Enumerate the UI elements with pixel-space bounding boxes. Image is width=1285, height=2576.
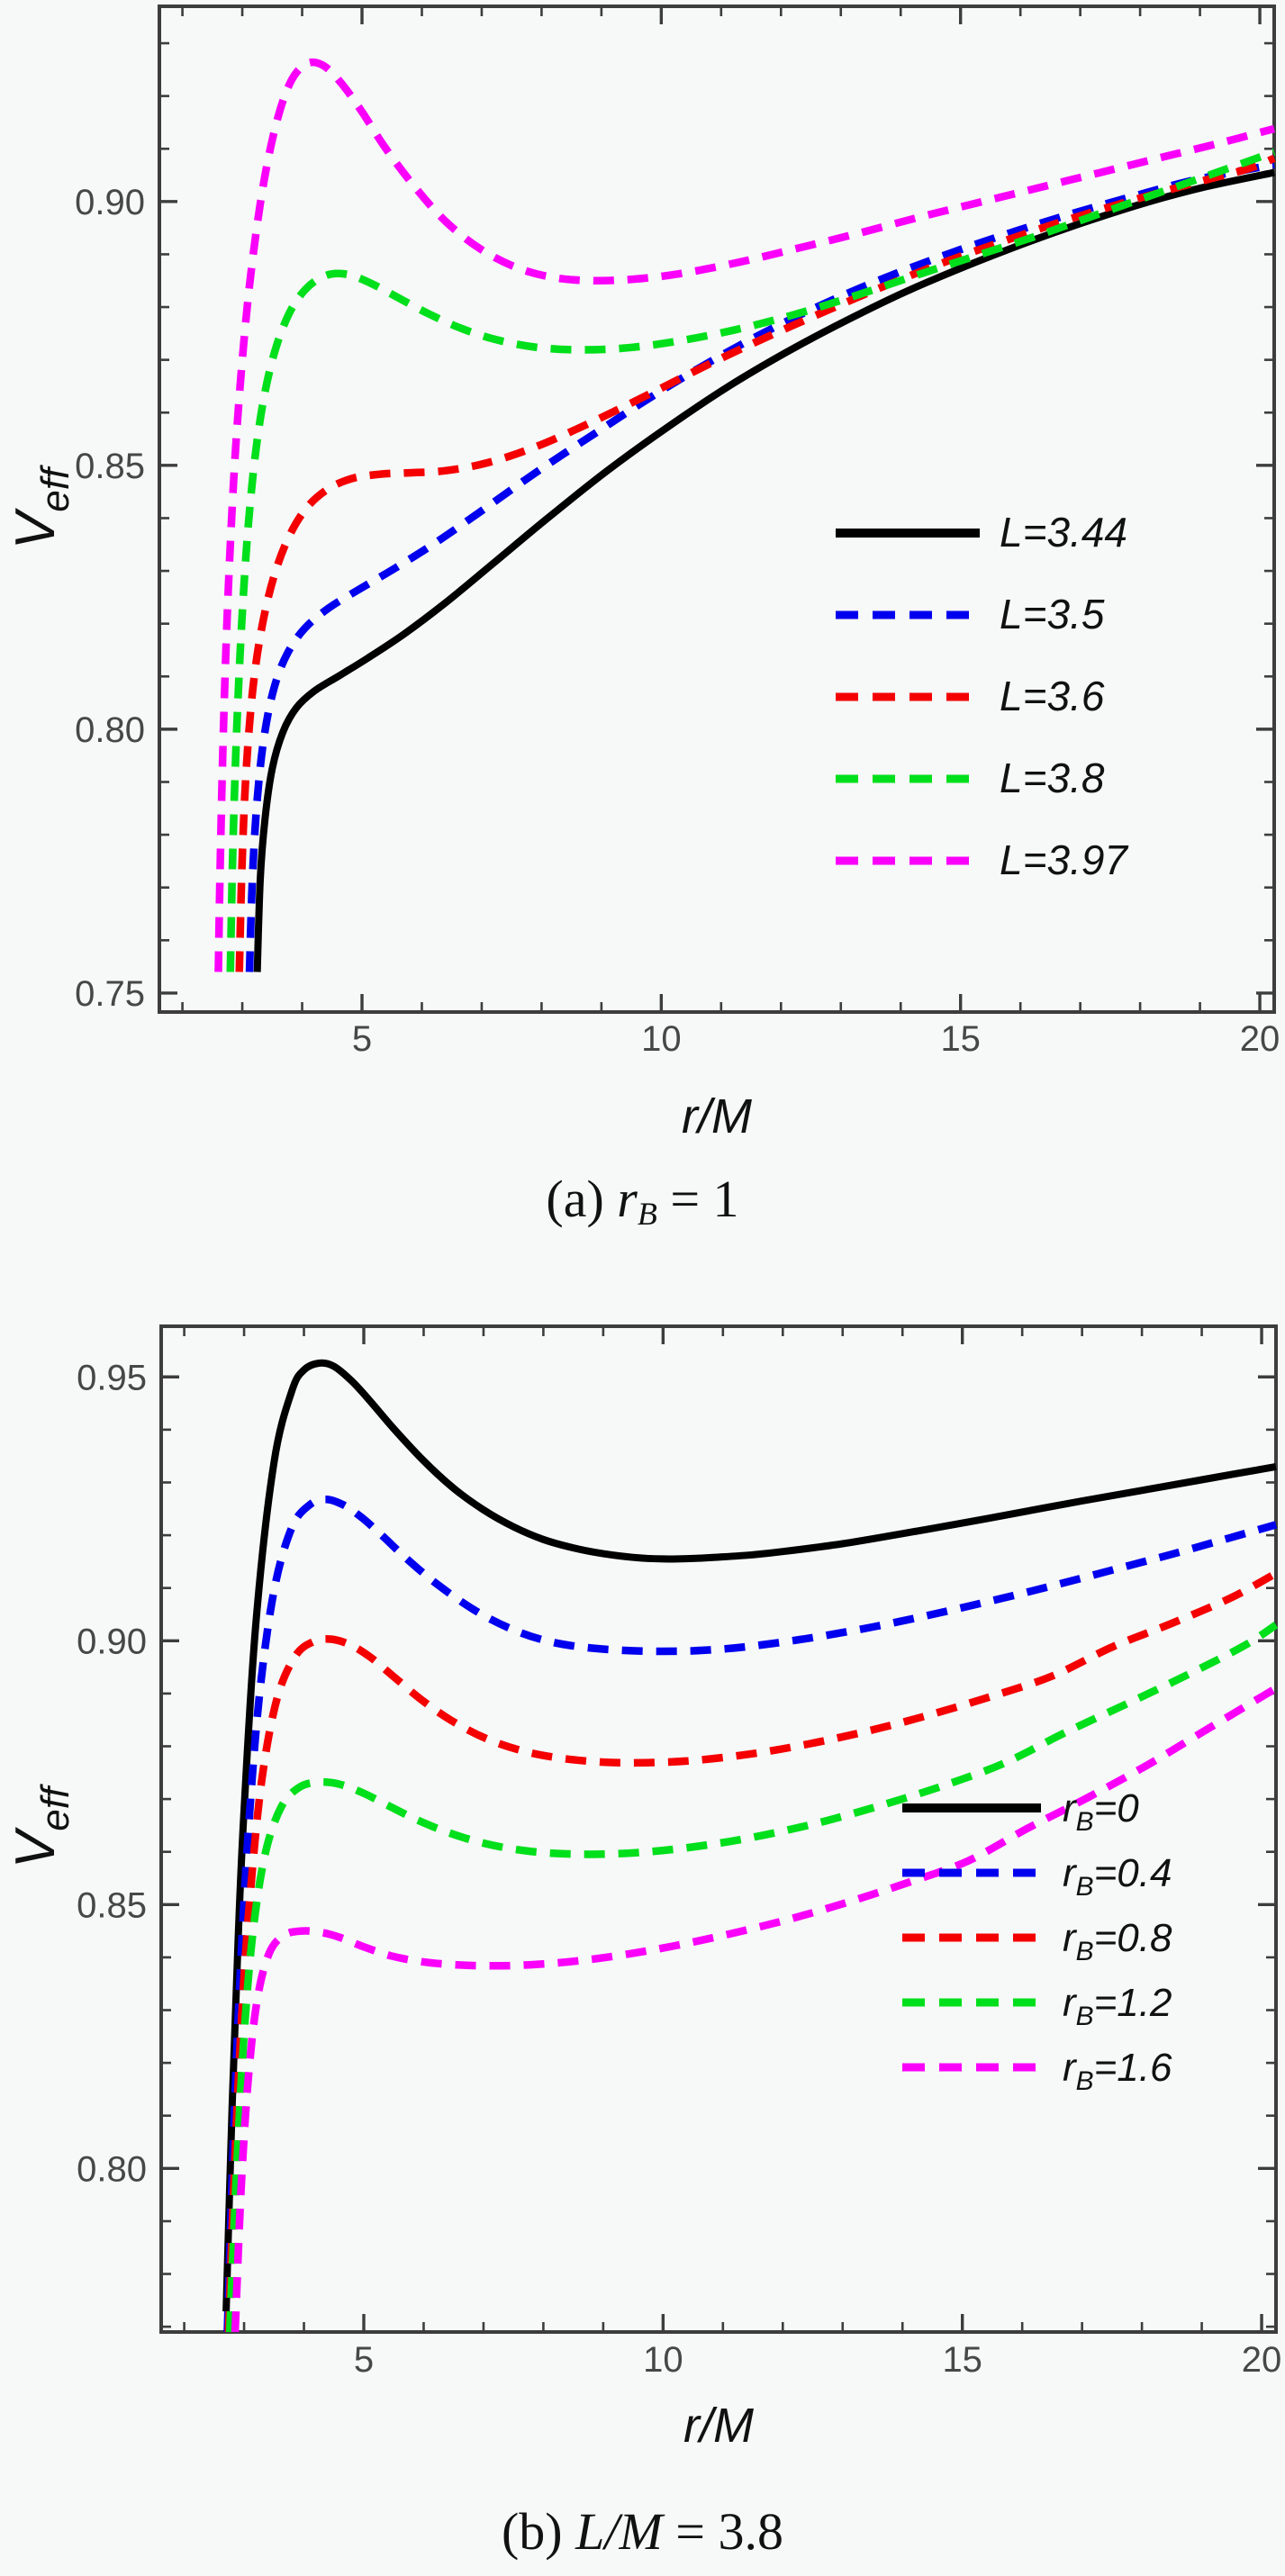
legend-sub: B [1076,1807,1094,1837]
y-title-sub: eff [33,1783,77,1831]
series-L-3.6 [235,154,1276,972]
x-tick-label: 5 [352,1019,372,1059]
legend-rest: =1.6 [1094,2046,1172,2090]
x-tick-label: 10 [643,2340,683,2380]
y-tick-label: 0.95 [77,1358,147,1397]
caption-b-prefix: (b) [501,2502,576,2561]
legend-sub: B [1076,1937,1094,1966]
x-tick-label: 15 [940,1019,981,1059]
legend-var: r [1063,1981,1078,2025]
caption-a-subscript: B [637,1195,657,1232]
legend-var: L [1000,755,1023,801]
series-curves [214,58,1276,972]
y-title-var: V [5,1826,67,1868]
caption-b: (b) L/M = 3.8 [0,2501,1285,2565]
x-tick-label: 20 [1240,1019,1280,1059]
series-L-3.5 [245,160,1275,972]
y-axis-title: Veff [5,1783,77,1868]
legend-sub: B [1076,1872,1094,1902]
tick-labels: 5 10 15 20 0.80 0.85 0.90 0.95 [77,1358,1281,2380]
y-tick-label: 0.85 [75,447,145,486]
legend-rest: =3.44 [1023,509,1127,556]
x-title-den: M [713,2399,754,2453]
legend-sub: B [1076,2066,1094,2096]
legend-label-5: L=3.97 [1000,836,1128,883]
series-L-3.8 [226,148,1276,972]
legend-var: L [1000,591,1023,637]
x-title-den: M [711,1089,752,1143]
legend-rest: =0.8 [1094,1916,1172,1960]
legend-label-2: rB=0.4 [1063,1851,1172,1902]
legend-rest: =0.4 [1094,1851,1172,1895]
legend-var: r [1063,2046,1078,2090]
series-rB-0 [222,1359,1277,2312]
x-tick-label: 10 [641,1019,682,1059]
series-rB-1.2 [225,1622,1279,2333]
legend-rest: =3.6 [1023,673,1105,719]
series-L-3.97 [214,58,1276,972]
x-tick-label: 15 [942,2340,982,2380]
tick-labels: 5 10 15 20 0.75 0.80 0.85 0.90 [75,183,1280,1059]
legend-var: L [1000,509,1023,556]
legend: rB=0rB=0.4rB=0.8rB=1.2rB=1.6 [902,1786,1172,2096]
legend-rest: =0 [1094,1786,1140,1830]
y-title-sub: eff [33,464,77,512]
x-title-num: r [683,2399,701,2453]
series-curves [222,1359,1279,2333]
caption-a-rest: = 1 [656,1170,739,1228]
plot-frame [159,1324,1278,2334]
caption-a: (a) rB = 1 [0,1169,1285,1233]
legend-var: r [1063,1916,1078,1960]
x-title-num: r [682,1089,700,1143]
y-tick-label: 0.90 [75,183,145,222]
x-axis-title: r/M [683,2399,754,2453]
x-tick-label: 20 [1242,2340,1282,2380]
legend-var: L [1000,836,1023,883]
legend-label-3: rB=0.8 [1063,1916,1172,1966]
legend-label-2: L=3.5 [1000,591,1105,637]
y-tick-label: 0.75 [75,974,145,1014]
legend-rest: =3.8 [1023,755,1105,801]
caption-b-rest: = 3.8 [662,2502,784,2561]
legend-label-1: rB=0 [1063,1786,1139,1837]
legend-var: r [1063,1851,1078,1895]
legend-var: r [1063,1786,1078,1830]
y-axis-title: Veff [5,464,77,549]
legend-sub: B [1076,2002,1094,2031]
x-axis-title: r/M [682,1089,752,1143]
legend-label-5: rB=1.6 [1063,2046,1172,2096]
legend-rest: =3.97 [1023,836,1129,883]
axis-ticks [161,1326,1276,2332]
legend-rest: =1.2 [1094,1981,1172,2025]
series-rB-1.6 [231,1685,1279,2333]
y-tick-label: 0.80 [75,710,145,750]
axis-ticks [159,6,1274,1012]
plot-frame [158,5,1276,1014]
caption-a-prefix: (a) [546,1170,618,1228]
y-title-var: V [5,507,67,549]
series-rB-0.4 [223,1495,1278,2333]
legend-label-1: L=3.44 [1000,509,1127,556]
legend-label-3: L=3.6 [1000,673,1105,719]
caption-b-variable: L/M [575,2502,663,2561]
chart-a-effective-potential-vs-r: 5 10 15 200.750.800.850.90r/MVeffL=3.44L=3.… [5,5,1280,1143]
y-tick-label: 0.80 [77,2149,147,2189]
y-tick-label: 0.85 [77,1885,147,1925]
caption-a-variable: r [617,1170,638,1228]
y-tick-label: 0.90 [77,1622,147,1661]
legend-rest: =3.5 [1023,591,1105,637]
x-tick-label: 5 [354,2340,374,2380]
legend: L=3.44L=3.5L=3.6L=3.8L=3.97 [836,509,1128,883]
legend-label-4: rB=1.2 [1063,1981,1172,2031]
legend-label-4: L=3.8 [1000,755,1105,801]
legend-var: L [1000,673,1023,719]
